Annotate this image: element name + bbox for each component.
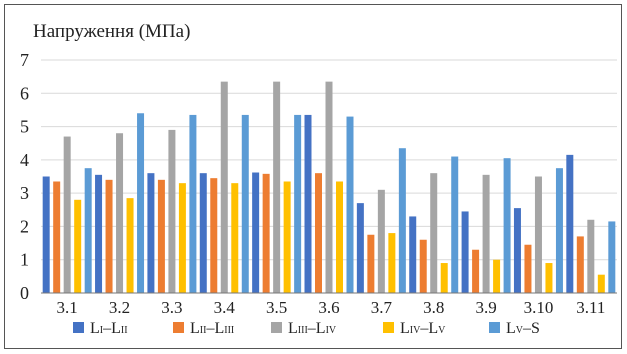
bar (367, 234, 375, 293)
bar (53, 181, 61, 293)
bar (524, 244, 532, 293)
x-tick-label: 3.8 (423, 298, 444, 317)
x-tick-label: 3.11 (576, 298, 605, 317)
x-tick-label: 3.5 (266, 298, 287, 317)
bar (430, 173, 438, 293)
bar (461, 211, 469, 293)
bar (440, 263, 448, 293)
bar (126, 198, 134, 293)
bar (503, 158, 511, 293)
bar (241, 114, 249, 294)
bar (231, 183, 239, 293)
bar (116, 133, 124, 293)
y-tick-label: 3 (20, 183, 29, 203)
bar (513, 208, 521, 293)
bar (262, 173, 270, 293)
y-tick-label: 7 (20, 50, 29, 70)
bar (587, 219, 595, 293)
bar (493, 259, 501, 293)
x-tick-label: 3.10 (524, 298, 554, 317)
x-tick-label: 3.9 (475, 298, 496, 317)
bar (566, 154, 574, 293)
legend-label: LI–LII (90, 320, 128, 337)
x-tick-label: 3.6 (318, 298, 339, 317)
bar (294, 114, 302, 294)
bar (210, 178, 218, 293)
bar (178, 183, 186, 293)
legend-swatch (489, 322, 500, 333)
bar (42, 176, 50, 293)
bar (63, 136, 71, 293)
bar (252, 172, 260, 293)
bar (555, 168, 563, 293)
y-tick-label: 4 (20, 150, 29, 170)
bar (597, 274, 605, 293)
legend-swatch (73, 322, 84, 333)
x-tick-label: 3.3 (161, 298, 182, 317)
bar (220, 81, 228, 293)
bar (534, 176, 542, 293)
bar (419, 239, 427, 293)
bar (356, 203, 364, 293)
bar (336, 181, 343, 293)
legend-label: LV–S (506, 320, 540, 337)
legend-swatch (173, 322, 184, 333)
y-tick-label: 1 (20, 250, 29, 270)
bar (84, 168, 92, 293)
legend-label: LIII–LIV (288, 320, 337, 337)
bar (472, 249, 480, 293)
y-tick-label: 0 (20, 283, 29, 303)
bar (273, 81, 281, 293)
bar (451, 156, 459, 293)
bar (315, 173, 322, 293)
y-tick-labels: 0 1 2 3 4 5 6 7 (20, 50, 29, 303)
bar (545, 263, 553, 293)
bar (482, 174, 490, 293)
bar (409, 216, 417, 293)
x-tick-label: 3.1 (57, 298, 78, 317)
y-tick-label: 2 (20, 216, 29, 236)
bar (199, 173, 207, 293)
bar (388, 233, 396, 293)
x-tick-label: 3.4 (214, 298, 236, 317)
bars (42, 81, 616, 294)
legend-label: LIV–LV (400, 320, 446, 337)
legend: LI–LII LII–LIII LIII–LIV LIV–LV LV–S (73, 320, 540, 337)
y-tick-label: 6 (20, 83, 29, 103)
legend-swatch (383, 322, 394, 333)
bar (325, 81, 333, 293)
x-tick-label: 3.2 (109, 298, 130, 317)
y-axis-label: Напруження (МПа) (33, 21, 190, 42)
x-tick-label: 3.7 (371, 298, 393, 317)
bar (576, 236, 584, 293)
bar (147, 173, 155, 293)
bar (304, 114, 312, 294)
legend-swatch (271, 322, 282, 333)
bar (608, 221, 616, 293)
bar (137, 113, 145, 293)
bar (283, 181, 291, 293)
bar (398, 148, 406, 293)
bar (168, 129, 176, 293)
bar (377, 189, 385, 293)
bar (189, 114, 197, 294)
bar (95, 174, 103, 293)
x-tick-labels: 3.1 3.2 3.3 3.4 3.5 3.6 3.7 3.8 3.9 3.10 3.11 (57, 298, 606, 317)
legend-label: LII–LIII (190, 320, 234, 337)
y-tick-label: 5 (20, 117, 29, 137)
bar (346, 116, 354, 293)
bar (157, 179, 165, 293)
bar (74, 199, 82, 293)
bar (105, 179, 113, 293)
